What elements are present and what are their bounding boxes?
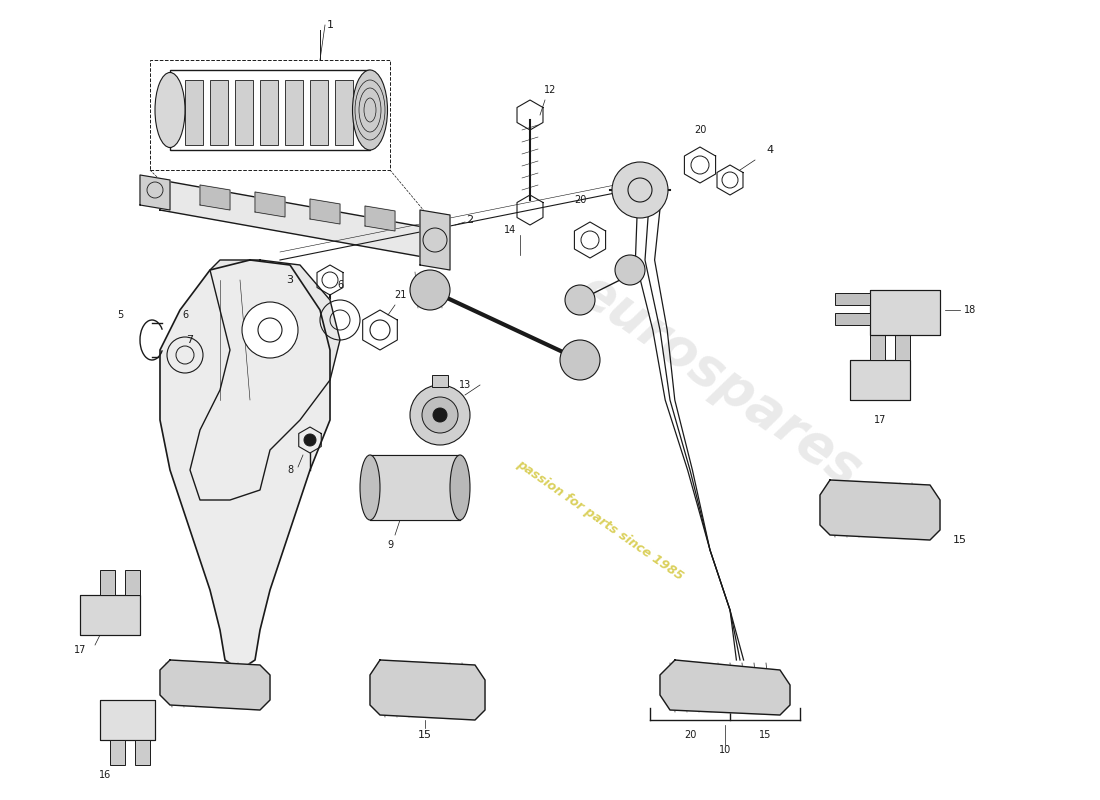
Text: 13: 13 [459,380,471,390]
Text: 8: 8 [287,465,293,475]
Polygon shape [200,185,230,210]
Text: 15: 15 [418,730,432,740]
Bar [80,595,140,635]
Ellipse shape [360,455,379,520]
Polygon shape [310,199,340,224]
Text: 20: 20 [574,195,586,205]
Circle shape [410,385,470,445]
Text: passion for parts since 1985: passion for parts since 1985 [514,458,685,582]
Text: 7: 7 [186,335,194,345]
Polygon shape [660,660,790,715]
Bar [835,293,870,305]
Text: 9: 9 [387,540,393,550]
Polygon shape [190,260,340,500]
Bar [100,700,155,740]
Bar [336,80,353,145]
Ellipse shape [450,455,470,520]
Bar [850,360,910,400]
Bar [370,455,460,520]
Text: 20: 20 [694,125,706,135]
Text: 6: 6 [337,280,343,290]
Bar [850,360,910,400]
Polygon shape [370,660,485,720]
Polygon shape [160,660,270,710]
Bar [100,570,116,595]
Polygon shape [820,480,940,540]
Text: 1: 1 [327,20,333,30]
Text: 3: 3 [286,275,294,285]
Ellipse shape [155,73,185,147]
Text: 18: 18 [964,305,976,315]
Bar [125,570,140,595]
Text: 6: 6 [182,310,188,320]
Bar [100,700,155,740]
Polygon shape [160,180,440,260]
Circle shape [433,408,447,422]
Polygon shape [140,175,170,210]
Bar [150,60,390,170]
Bar [835,313,870,325]
Bar [870,290,940,335]
Text: 20: 20 [684,730,696,740]
Text: 12: 12 [543,85,557,95]
Text: 17: 17 [873,415,887,425]
Polygon shape [255,192,285,217]
Polygon shape [160,260,330,670]
Bar [870,290,940,335]
Text: 17: 17 [74,645,86,655]
Circle shape [304,434,316,446]
Bar [260,80,278,145]
Bar [135,740,150,765]
Bar [80,595,140,635]
Text: 4: 4 [767,145,773,155]
Text: 15: 15 [953,535,967,545]
Text: 5: 5 [117,310,123,320]
Circle shape [422,397,458,433]
Polygon shape [365,206,395,231]
Bar [285,80,303,145]
Circle shape [242,302,298,358]
Bar [235,80,253,145]
Text: 2: 2 [466,215,474,225]
Text: 14: 14 [504,225,516,235]
Text: 21: 21 [394,290,406,300]
Circle shape [615,255,645,285]
Ellipse shape [352,70,387,150]
Bar [170,70,370,150]
Bar [895,335,910,360]
Bar [870,335,886,360]
Text: eurospares: eurospares [569,263,871,497]
Polygon shape [420,210,450,270]
Text: 16: 16 [99,770,111,780]
Text: 10: 10 [719,745,732,755]
Bar [185,80,204,145]
Bar [210,80,228,145]
Bar [310,80,328,145]
Circle shape [565,285,595,315]
Bar [432,375,448,387]
Bar [110,740,125,765]
Text: 15: 15 [759,730,771,740]
Circle shape [560,340,600,380]
Circle shape [410,270,450,310]
Circle shape [612,162,668,218]
